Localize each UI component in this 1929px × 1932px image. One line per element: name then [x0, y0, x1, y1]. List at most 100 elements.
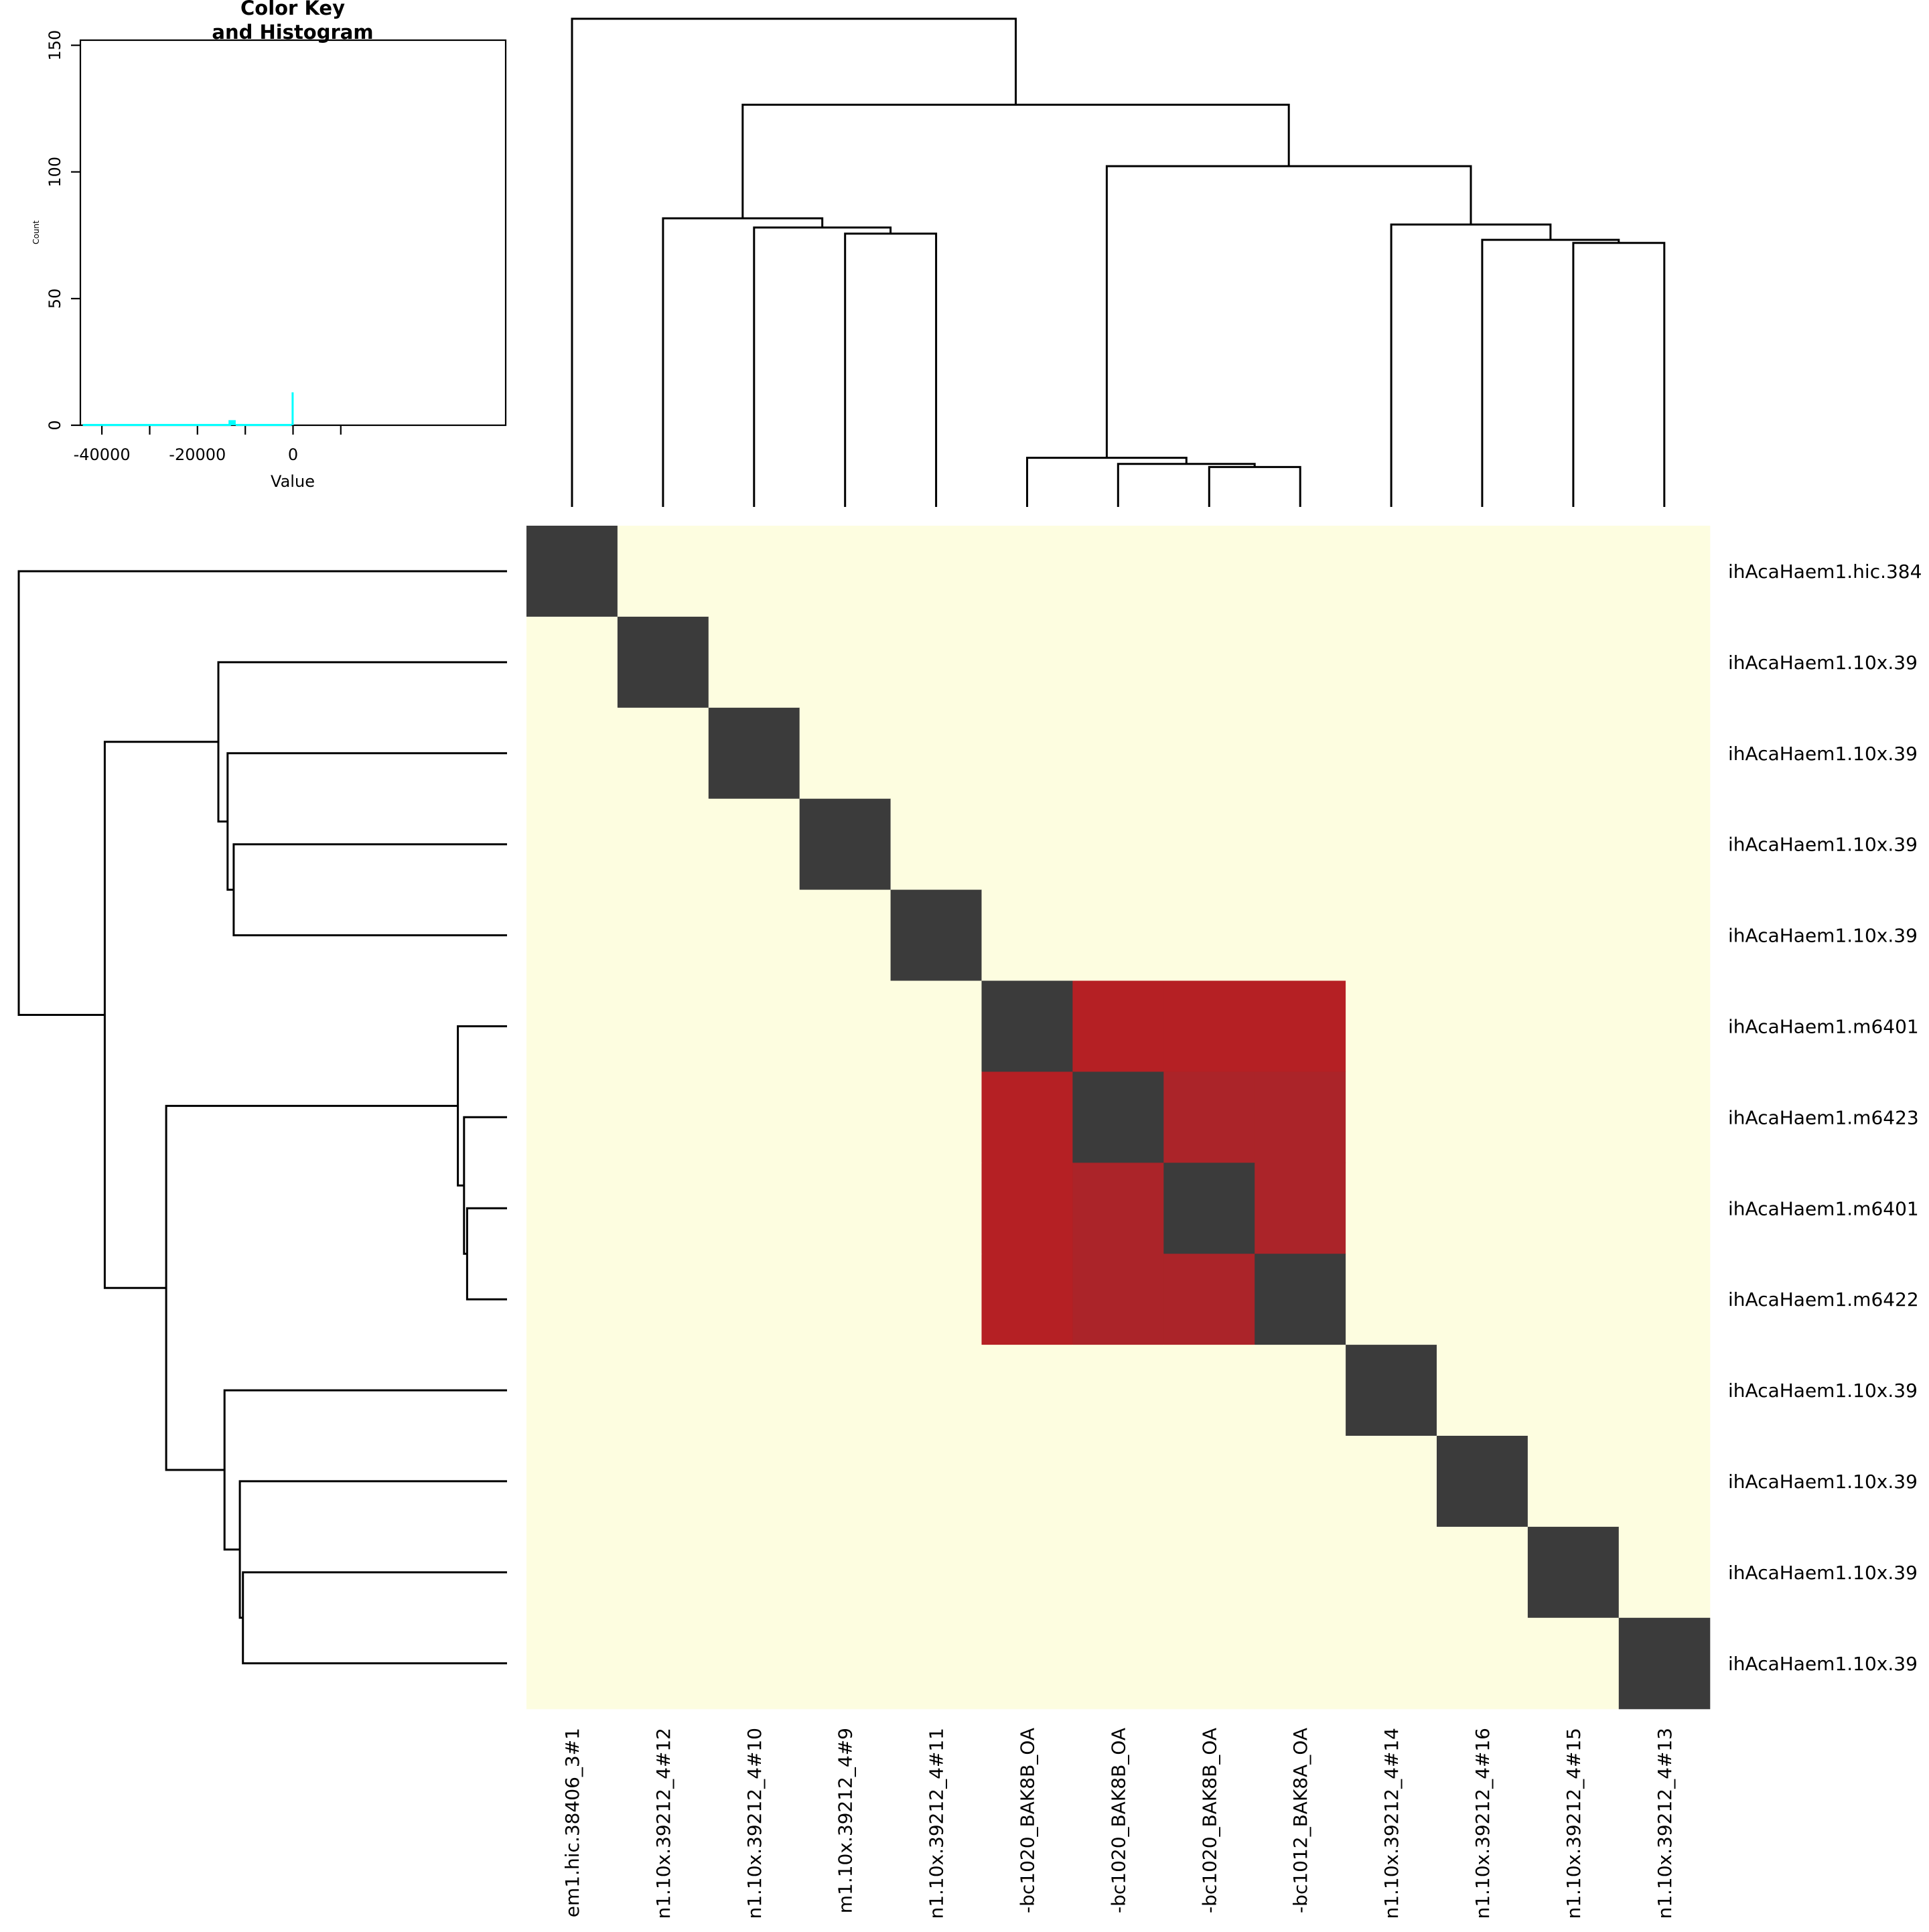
heatmap-cell — [708, 1526, 800, 1619]
column-dendrogram-branch — [1026, 457, 1188, 507]
heatmap-cell — [708, 1345, 800, 1436]
heatmap-cell — [1072, 1436, 1164, 1528]
heatmap-cell — [1346, 798, 1437, 891]
heatmap-cell — [1346, 526, 1437, 617]
column-labels: em1.hic.38406_3#1 n1.10x.39212_4#12 n1.10x… — [561, 1728, 1676, 1919]
column-dendrogram — [571, 17, 1666, 507]
heatmap-cell — [526, 1526, 618, 1619]
heatmap-cell — [526, 1254, 618, 1345]
column-dendrogram-branch — [741, 103, 1290, 218]
heatmap-cell — [708, 1436, 800, 1528]
heatmap-cell — [1527, 1345, 1620, 1436]
row-dendrogram-branch — [226, 752, 507, 891]
heatmap-cell — [1618, 1526, 1711, 1619]
heatmap-cell — [799, 1617, 891, 1710]
heatmap-cell — [890, 1526, 983, 1619]
column-label: n1.10x.39212_4#16 — [1472, 1728, 1494, 1919]
heatmap-cell — [981, 707, 1073, 800]
heatmap-cell — [1163, 616, 1255, 709]
heatmap-cell — [981, 1436, 1073, 1528]
heatmap-cell — [1437, 1617, 1528, 1710]
heatmap-cell — [1163, 1436, 1255, 1528]
heatmap-cell — [1072, 1163, 1164, 1254]
heatmap-cell — [1618, 1163, 1711, 1254]
heatmap-cell — [1072, 1254, 1164, 1345]
heatmap-cell — [526, 1617, 618, 1710]
column-label: n1.10x.39212_4#11 — [926, 1728, 948, 1919]
heatmap-cell — [1163, 526, 1255, 617]
column-label: -bc1020_BAK8B_OA — [1198, 1728, 1220, 1913]
column-dendrogram-branch — [1572, 242, 1666, 507]
heatmap-cell — [1618, 1436, 1711, 1528]
heatmap-cell — [1072, 707, 1164, 800]
heatmap-cell — [617, 1071, 709, 1163]
heatmap-cell — [799, 980, 891, 1072]
heatmap-cell — [1437, 707, 1528, 800]
heatmap-cell — [526, 1163, 618, 1254]
color-key-frame — [79, 39, 507, 427]
row-dendrogram-branch — [103, 741, 218, 1289]
heatmap-cell — [1163, 1526, 1255, 1619]
column-label: em1.hic.38406_3#1 — [561, 1728, 583, 1917]
heatmap-cell — [799, 1163, 891, 1254]
heatmap-cell — [890, 1071, 983, 1163]
row-dendrogram-branch — [17, 570, 507, 1016]
heatmap-cell — [1527, 526, 1620, 617]
heatmap-cell — [890, 889, 983, 982]
heatmap-cell — [617, 889, 709, 982]
heatmap-cell — [1072, 980, 1164, 1072]
heatmap-cell — [1527, 889, 1620, 982]
heatmap-cell — [981, 980, 1073, 1072]
color-key-histogram-bar — [235, 424, 292, 427]
heatmap-cell — [799, 1254, 891, 1345]
heatmap-cell — [526, 889, 618, 982]
heatmap-cell — [617, 526, 709, 617]
heatmap-cell — [1255, 616, 1346, 709]
heatmap-cell — [890, 616, 983, 709]
heatmap-cell — [799, 526, 891, 617]
column-label: -bc1020_BAK8B_OA — [1017, 1728, 1039, 1913]
column-dendrogram-branch — [753, 226, 892, 507]
heatmap-cell — [617, 1617, 709, 1710]
heatmap-cell — [890, 1163, 983, 1254]
heatmap-cell — [1527, 1163, 1620, 1254]
color-key-y-tick-label: 100 — [46, 157, 64, 188]
heatmap-cell — [890, 798, 983, 891]
heatmap-cell — [981, 1071, 1073, 1163]
heatmap-cell — [1163, 707, 1255, 800]
heatmap-cell — [617, 1436, 709, 1528]
row-dendrogram — [17, 570, 507, 1665]
row-label: ihAcaHaem1.10x.39 — [1728, 1653, 1918, 1675]
row-dendrogram-branch — [232, 843, 507, 937]
heatmap-cell — [1255, 798, 1346, 891]
heatmap-cell — [1255, 1071, 1346, 1163]
row-dendrogram-branch — [217, 661, 507, 823]
row-label: ihAcaHaem1.10x.39 — [1728, 834, 1918, 856]
column-dendrogram-branch — [1117, 463, 1256, 507]
heatmap-cell — [1618, 526, 1711, 617]
heatmap-cell — [1072, 1526, 1164, 1619]
color-key-title-line2: and Histogram — [212, 21, 373, 44]
heatmap-cell — [1527, 798, 1620, 891]
heatmap-cell — [1618, 1254, 1711, 1345]
row-label: ihAcaHaem1.10x.39 — [1728, 1471, 1918, 1493]
heatmap-cell — [1346, 1254, 1437, 1345]
row-label: ihAcaHaem1.10x.39 — [1728, 925, 1918, 947]
heatmap-cell — [981, 1254, 1073, 1345]
heatmap-cell — [1527, 1436, 1620, 1528]
column-label: n1.10x.39212_4#12 — [652, 1728, 674, 1919]
color-key-y-tick-label: 0 — [46, 420, 64, 430]
heatmap-cell — [1437, 1526, 1528, 1619]
heatmap-cell — [708, 1617, 800, 1710]
column-label: n1.10x.39212_4#15 — [1563, 1728, 1585, 1919]
color-key-histogram-bar — [228, 420, 236, 425]
row-dendrogram-branch — [457, 1025, 507, 1187]
color-key-y-tick-label: 50 — [46, 289, 64, 309]
row-label: ihAcaHaem1.10x.39 — [1728, 743, 1918, 765]
row-label: ihAcaHaem1.10x.39 — [1728, 1380, 1918, 1402]
row-label: ihAcaHaem1.m6422 — [1728, 1288, 1919, 1311]
color-key-x-axis: -40000 -20000 0 — [74, 425, 342, 464]
heatmap-cell — [526, 1436, 618, 1528]
heatmap-cell — [1346, 1071, 1437, 1163]
